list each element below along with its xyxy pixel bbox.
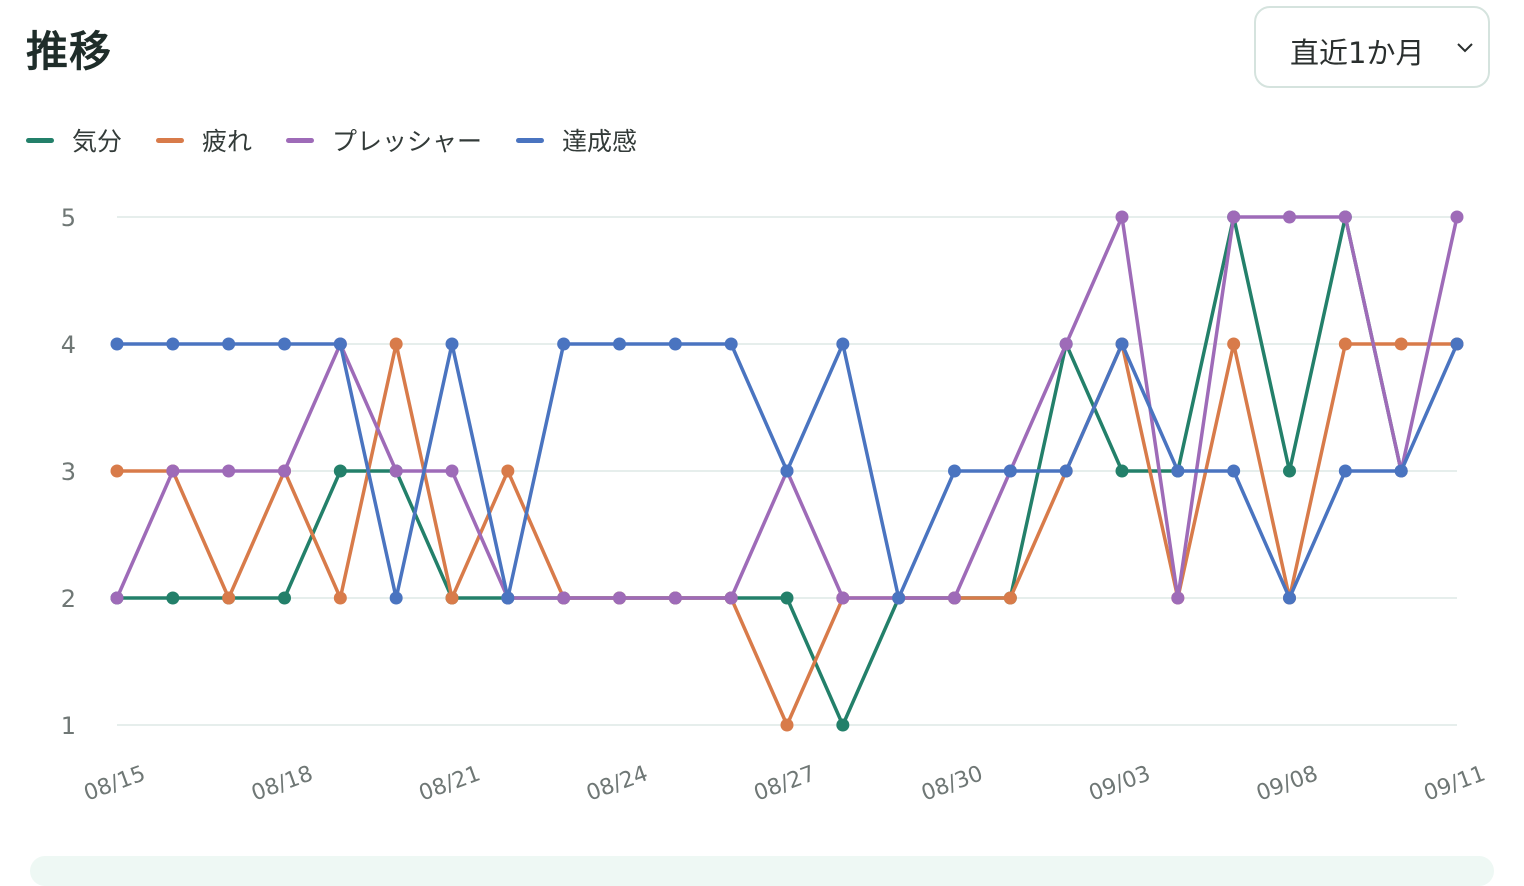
x-tick-label: 08/15 <box>81 761 149 806</box>
data-point <box>948 464 961 478</box>
y-tick-label: 5 <box>61 204 76 232</box>
x-tick-label: 08/24 <box>583 761 651 806</box>
x-tick-label: 09/08 <box>1253 761 1321 806</box>
data-point <box>1283 210 1296 224</box>
data-point <box>1115 464 1129 478</box>
data-point <box>333 591 347 605</box>
legend-swatch <box>26 137 54 143</box>
data-point <box>948 591 961 605</box>
page-title: 推移 <box>26 27 113 76</box>
chevron-down-icon <box>1457 43 1473 53</box>
y-tick-label: 2 <box>61 585 76 613</box>
legend-item[interactable]: 疲れ <box>156 122 252 158</box>
data-point <box>278 591 291 605</box>
y-tick-label: 4 <box>61 331 76 359</box>
data-point <box>445 591 459 605</box>
chart-legend: 気分 疲れ プレッシャー 達成感 <box>26 120 671 160</box>
data-point <box>1283 591 1296 605</box>
series-line <box>115 215 1459 600</box>
data-point <box>166 464 180 478</box>
data-point <box>668 591 682 605</box>
legend-label: 気分 <box>72 127 123 156</box>
data-point <box>780 591 794 605</box>
data-point <box>1227 464 1241 478</box>
data-point <box>1227 210 1241 224</box>
data-point <box>1003 591 1017 605</box>
x-tick-label: 08/21 <box>416 761 484 806</box>
data-point <box>780 464 794 478</box>
data-point <box>724 337 738 351</box>
legend-item[interactable]: 達成感 <box>516 122 637 158</box>
data-point <box>501 591 515 605</box>
data-point <box>668 337 682 351</box>
data-point <box>836 337 850 351</box>
period-select[interactable]: 直近1か月 <box>1254 6 1490 88</box>
data-point <box>222 591 236 605</box>
data-point <box>110 591 124 605</box>
y-tick-label: 3 <box>61 458 76 486</box>
data-point <box>724 591 738 605</box>
legend-item[interactable]: プレッシャー <box>286 122 482 158</box>
x-tick-label: 09/11 <box>1421 761 1489 806</box>
data-point <box>1227 337 1241 351</box>
data-point <box>222 464 236 478</box>
line-chart: 1 2 3 4 5 08/15 08/18 08/21 08/24 08/27 08/30 09/03… <box>61 204 1489 806</box>
data-point <box>557 337 571 351</box>
legend-swatch <box>516 137 545 143</box>
data-point <box>1394 337 1408 351</box>
data-point <box>557 591 571 605</box>
data-point <box>278 464 291 478</box>
x-tick-label: 08/18 <box>248 761 316 806</box>
data-point <box>222 337 236 351</box>
data-point <box>1338 337 1352 351</box>
series-line <box>115 342 1459 727</box>
legend-swatch <box>156 137 185 143</box>
legend-item[interactable]: 気分 <box>26 122 122 158</box>
data-point <box>1450 210 1464 224</box>
period-select-value: 直近1か月 <box>1290 36 1425 70</box>
data-point <box>780 718 794 732</box>
x-tick-label: 09/03 <box>1086 761 1154 806</box>
legend-label: 達成感 <box>562 127 638 156</box>
data-point <box>333 464 347 478</box>
data-point <box>166 337 180 351</box>
data-point <box>613 337 626 351</box>
data-point <box>1283 464 1296 478</box>
data-point <box>836 591 850 605</box>
series-line <box>115 215 1403 727</box>
data-point <box>389 464 403 478</box>
legend-label: プレッシャー <box>332 127 483 156</box>
data-point <box>1115 337 1129 351</box>
data-point <box>613 591 626 605</box>
data-point <box>1450 337 1464 351</box>
data-point <box>389 591 403 605</box>
data-point <box>110 337 124 351</box>
data-point <box>166 591 180 605</box>
data-point <box>445 337 459 351</box>
data-point <box>1171 591 1185 605</box>
legend-swatch <box>286 137 315 143</box>
legend-label: 疲れ <box>202 127 253 156</box>
y-tick-label: 1 <box>61 712 76 740</box>
data-point <box>278 337 291 351</box>
data-point <box>501 464 515 478</box>
data-point <box>333 337 347 351</box>
x-tick-label: 08/27 <box>751 761 819 806</box>
data-point <box>892 591 906 605</box>
data-point <box>1171 464 1185 478</box>
footer-card <box>30 856 1494 886</box>
data-point <box>1394 464 1408 478</box>
data-point <box>110 464 124 478</box>
data-point <box>389 337 403 351</box>
data-point <box>1338 210 1352 224</box>
data-point <box>445 464 459 478</box>
data-point <box>1338 464 1352 478</box>
data-point <box>1059 337 1073 351</box>
data-point <box>1003 464 1017 478</box>
x-tick-label: 08/30 <box>918 761 986 806</box>
data-point <box>1115 210 1129 224</box>
data-point <box>1059 464 1073 478</box>
data-point <box>836 718 850 732</box>
